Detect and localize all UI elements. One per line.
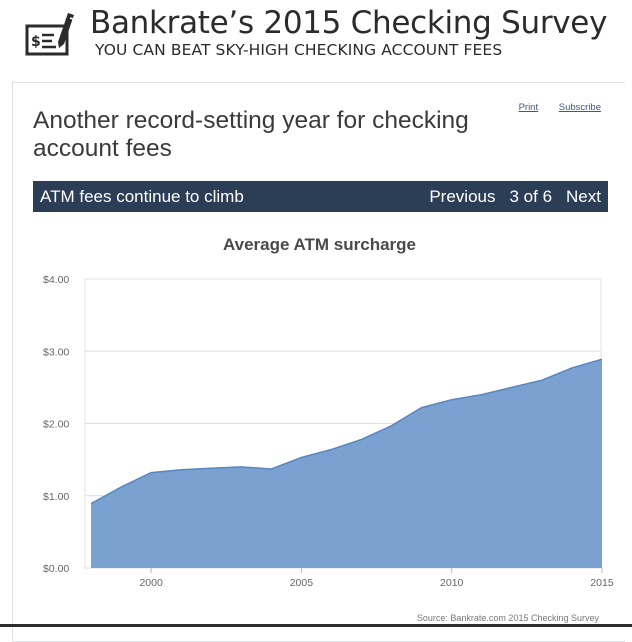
- y-tick-label: $4.00: [43, 274, 69, 286]
- slide-controls: Previous 3 of 6 Next: [415, 187, 601, 207]
- chart-title: Average ATM surcharge: [222, 235, 417, 254]
- print-link[interactable]: Print: [518, 102, 539, 113]
- series-area: [91, 359, 602, 568]
- section-title: ATM fees continue to climb: [40, 186, 244, 206]
- y-tick-label: $1.00: [43, 491, 69, 503]
- site-title: Bankrate’s 2015 Checking Survey: [90, 5, 608, 41]
- check-pen-icon: $: [25, 13, 77, 56]
- utility-links: Print Subscribe: [501, 102, 601, 113]
- subscribe-link[interactable]: Subscribe: [558, 102, 601, 113]
- previous-button[interactable]: Previous: [429, 186, 496, 206]
- series-line: [90, 358, 603, 505]
- y-tick-label: $2.00: [43, 419, 69, 431]
- content-card: Print Subscribe Another record-setting y…: [12, 82, 625, 642]
- slide-navbar: ATM fees continue to climb Previous 3 of …: [33, 181, 608, 212]
- slide-position: 3 of 6: [509, 186, 553, 206]
- site-subtitle: YOU CAN BEAT SKY-HIGH CHECKING ACCOUNT F…: [95, 41, 503, 59]
- x-tick-label: 2015: [590, 577, 614, 589]
- page-title: Another record-setting year for checking…: [33, 107, 469, 162]
- x-tick-label: 2000: [139, 577, 163, 589]
- x-tick-label: 2005: [290, 577, 314, 589]
- x-tick-label: 2010: [440, 577, 464, 589]
- site-header: $ Bankrate’s 2015 Checking Survey YOU CA…: [0, 0, 632, 70]
- source-note: Source: Bankrate.com 2015 Checking Surve…: [416, 613, 599, 623]
- bottom-rule: [0, 624, 632, 627]
- area-chart: $0.00 $1.00 $2.00 $3.00 $4.00 2000 2005 2010 201…: [43, 274, 614, 589]
- svg-text:$: $: [31, 34, 41, 50]
- y-tick-label: $3.00: [43, 346, 69, 358]
- y-tick-label: $0.00: [43, 563, 69, 575]
- next-button[interactable]: Next: [566, 186, 601, 206]
